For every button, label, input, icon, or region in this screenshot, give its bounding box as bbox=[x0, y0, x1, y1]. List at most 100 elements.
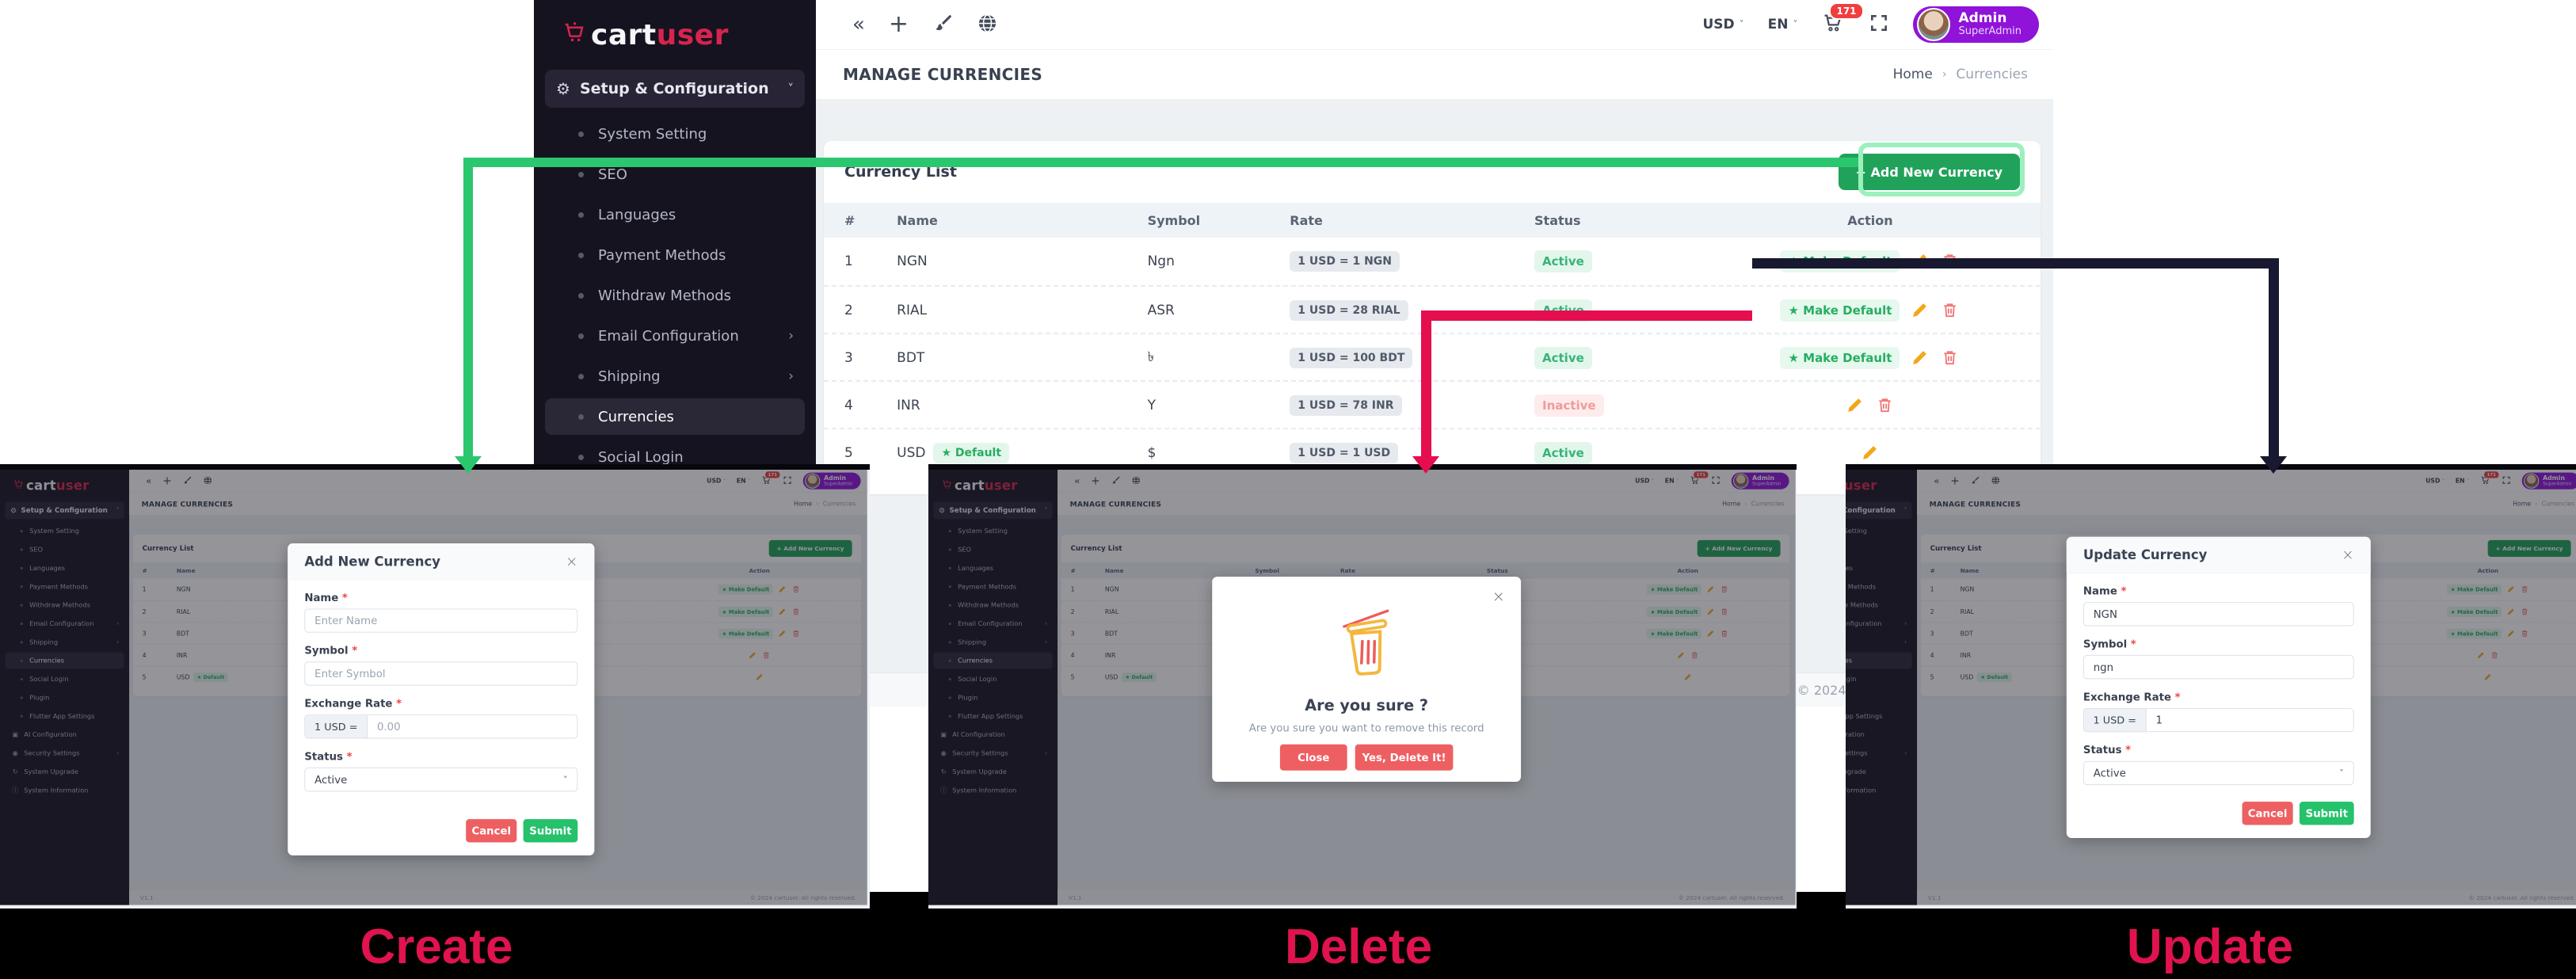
breadcrumb-home[interactable]: Home bbox=[1722, 500, 1741, 508]
sidebar-item-ai-configuration[interactable]: ▣AI Configuration bbox=[5, 726, 124, 743]
delete-trash-icon[interactable] bbox=[792, 630, 801, 638]
admin-profile-button[interactable]: Admin SuperAdmin bbox=[1913, 6, 2039, 43]
collapse-sidebar-icon[interactable]: « bbox=[1074, 475, 1080, 487]
delete-trash-icon[interactable] bbox=[1690, 651, 1699, 660]
sidebar-item-withdraw-methods[interactable]: Withdraw Methods bbox=[5, 596, 124, 613]
theme-brush-icon[interactable] bbox=[1970, 475, 1980, 486]
sidebar-item-plugin[interactable]: Plugin bbox=[933, 689, 1052, 706]
delete-trash-icon[interactable] bbox=[792, 608, 801, 616]
edit-pencil-icon[interactable] bbox=[1911, 349, 1930, 368]
close-icon[interactable]: × bbox=[1492, 587, 1505, 606]
sidebar-item-withdraw-methods[interactable]: Withdraw Methods bbox=[933, 596, 1052, 613]
make-default-button[interactable]: ★ Make Default bbox=[1646, 584, 1701, 595]
sidebar-item-ai-configuration[interactable]: ▣AI Configuration bbox=[933, 726, 1052, 743]
sidebar-item-ai-configuration[interactable]: ▣AI Configuration bbox=[1846, 726, 1912, 743]
breadcrumb-home[interactable]: Home bbox=[794, 500, 813, 508]
sidebar-item-currencies[interactable]: Currencies bbox=[545, 398, 805, 435]
sidebar-item-seo[interactable]: SEO bbox=[933, 541, 1052, 558]
status-select[interactable]: Active ˅ bbox=[304, 768, 578, 792]
sidebar-item-security-settings[interactable]: ◉Security Settings› bbox=[933, 745, 1052, 761]
add-new-currency-button[interactable]: + Add New Currency bbox=[1697, 539, 1781, 557]
delete-trash-icon[interactable] bbox=[1721, 608, 1729, 616]
sidebar-item-shipping[interactable]: Shipping › bbox=[933, 634, 1052, 650]
add-new-currency-button[interactable]: + Add New Currency bbox=[1838, 154, 2020, 190]
edit-pencil-icon[interactable] bbox=[1683, 673, 1692, 682]
sidebar-item-withdraw-methods[interactable]: Withdraw Methods bbox=[1846, 596, 1912, 613]
delete-trash-icon[interactable] bbox=[2521, 608, 2529, 616]
delete-trash-icon[interactable] bbox=[1721, 630, 1729, 638]
make-default-button[interactable]: ★ Make Default bbox=[1646, 628, 1701, 639]
sidebar-item-system-setting[interactable]: System Setting bbox=[5, 523, 124, 539]
sidebar-item-social-login[interactable]: Social Login bbox=[1846, 671, 1912, 688]
sidebar-item-email-configuration[interactable]: Email Configuration › bbox=[1846, 615, 1912, 632]
sidebar-item-flutter-app-settings[interactable]: Flutter App Settings bbox=[1846, 708, 1912, 725]
add-tab-icon[interactable]: + bbox=[888, 10, 909, 38]
make-default-button[interactable]: ★ Make Default bbox=[1646, 607, 1701, 617]
theme-brush-icon[interactable] bbox=[1111, 475, 1120, 486]
language-dropdown[interactable]: EN ˅ bbox=[737, 478, 750, 485]
delete-trash-icon[interactable] bbox=[762, 651, 771, 660]
cart-button[interactable]: 171 bbox=[1821, 2, 1864, 37]
edit-pencil-icon[interactable] bbox=[1677, 651, 1686, 660]
sidebar-item-social-login[interactable]: Social Login bbox=[545, 439, 805, 475]
globe-icon[interactable] bbox=[1991, 475, 2000, 486]
collapse-sidebar-icon[interactable]: « bbox=[1934, 475, 1940, 487]
edit-pencil-icon[interactable] bbox=[2477, 651, 2486, 660]
admin-profile-button[interactable]: Admin SuperAdmin bbox=[1731, 472, 1789, 490]
admin-profile-button[interactable]: Admin SuperAdmin bbox=[2521, 472, 2576, 490]
sidebar-item-shipping[interactable]: Shipping › bbox=[5, 634, 124, 650]
sidebar-group-setup-configuration[interactable]: ⚙Setup & Configuration˅ bbox=[1846, 501, 1912, 520]
close-icon[interactable]: × bbox=[565, 553, 578, 570]
delete-trash-icon[interactable] bbox=[1721, 585, 1729, 594]
confirm-delete-button[interactable]: Yes, Delete It! bbox=[1355, 744, 1454, 771]
globe-icon[interactable] bbox=[1131, 475, 1141, 486]
sidebar-item-system-upgrade[interactable]: ↻System Upgrade bbox=[1846, 764, 1912, 780]
edit-pencil-icon[interactable] bbox=[2506, 585, 2515, 594]
sidebar-item-seo[interactable]: SEO bbox=[545, 156, 805, 192]
sidebar-item-security-settings[interactable]: ◉Security Settings› bbox=[5, 745, 124, 761]
sidebar-item-payment-methods[interactable]: Payment Methods bbox=[5, 578, 124, 595]
delete-trash-icon[interactable] bbox=[2490, 651, 2499, 660]
cart-button[interactable]: 171 bbox=[1690, 470, 1709, 487]
close-button[interactable]: Close bbox=[1279, 744, 1347, 771]
delete-trash-icon[interactable] bbox=[1941, 349, 1960, 368]
sidebar-item-languages[interactable]: Languages bbox=[545, 196, 805, 233]
edit-pencil-icon[interactable] bbox=[1911, 301, 1930, 320]
sidebar-item-security-settings[interactable]: ◉Security Settings› bbox=[1846, 745, 1912, 761]
fullscreen-icon[interactable] bbox=[783, 475, 792, 486]
sidebar-group-setup-configuration[interactable]: ⚙Setup & Configuration˅ bbox=[5, 501, 124, 520]
collapse-sidebar-icon[interactable]: « bbox=[146, 475, 152, 487]
sidebar-item-seo[interactable]: SEO bbox=[5, 541, 124, 558]
make-default-button[interactable]: ★ Make Default bbox=[2446, 584, 2502, 595]
fullscreen-icon[interactable] bbox=[2502, 475, 2511, 486]
theme-brush-icon[interactable] bbox=[932, 13, 953, 36]
make-default-button[interactable]: ★ Make Default bbox=[2446, 607, 2502, 617]
edit-pencil-icon[interactable] bbox=[749, 651, 757, 660]
submit-button[interactable]: Submit bbox=[523, 819, 578, 843]
sidebar-item-payment-methods[interactable]: Payment Methods bbox=[1846, 578, 1912, 595]
close-icon[interactable]: × bbox=[2342, 547, 2354, 564]
breadcrumb-home[interactable]: Home bbox=[2513, 500, 2532, 508]
admin-profile-button[interactable]: Admin SuperAdmin bbox=[802, 472, 861, 490]
cancel-button[interactable]: Cancel bbox=[2242, 802, 2293, 825]
symbol-field[interactable]: Enter Symbol bbox=[304, 661, 578, 686]
cart-button[interactable]: 171 bbox=[2480, 470, 2500, 487]
sidebar-item-system-upgrade[interactable]: ↻System Upgrade bbox=[933, 764, 1052, 780]
sidebar-item-system-upgrade[interactable]: ↻System Upgrade bbox=[5, 764, 124, 780]
add-tab-icon[interactable]: + bbox=[1091, 474, 1100, 487]
edit-pencil-icon[interactable] bbox=[2506, 630, 2515, 638]
theme-brush-icon[interactable] bbox=[182, 475, 192, 486]
edit-pencil-icon[interactable] bbox=[2483, 673, 2492, 682]
currency-dropdown[interactable]: USD ˅ bbox=[2425, 478, 2445, 485]
sidebar-item-email-configuration[interactable]: Email Configuration › bbox=[5, 615, 124, 632]
sidebar-item-system-setting[interactable]: System Setting bbox=[1846, 523, 1912, 539]
make-default-button[interactable]: ★ Make Default bbox=[718, 628, 773, 639]
fullscreen-icon[interactable] bbox=[1869, 13, 1889, 36]
sidebar-item-payment-methods[interactable]: Payment Methods bbox=[545, 237, 805, 273]
name-field[interactable]: Enter Name bbox=[304, 608, 578, 633]
currency-dropdown[interactable]: USD ˅ bbox=[1635, 478, 1654, 485]
symbol-field[interactable]: ngn bbox=[2083, 655, 2354, 680]
